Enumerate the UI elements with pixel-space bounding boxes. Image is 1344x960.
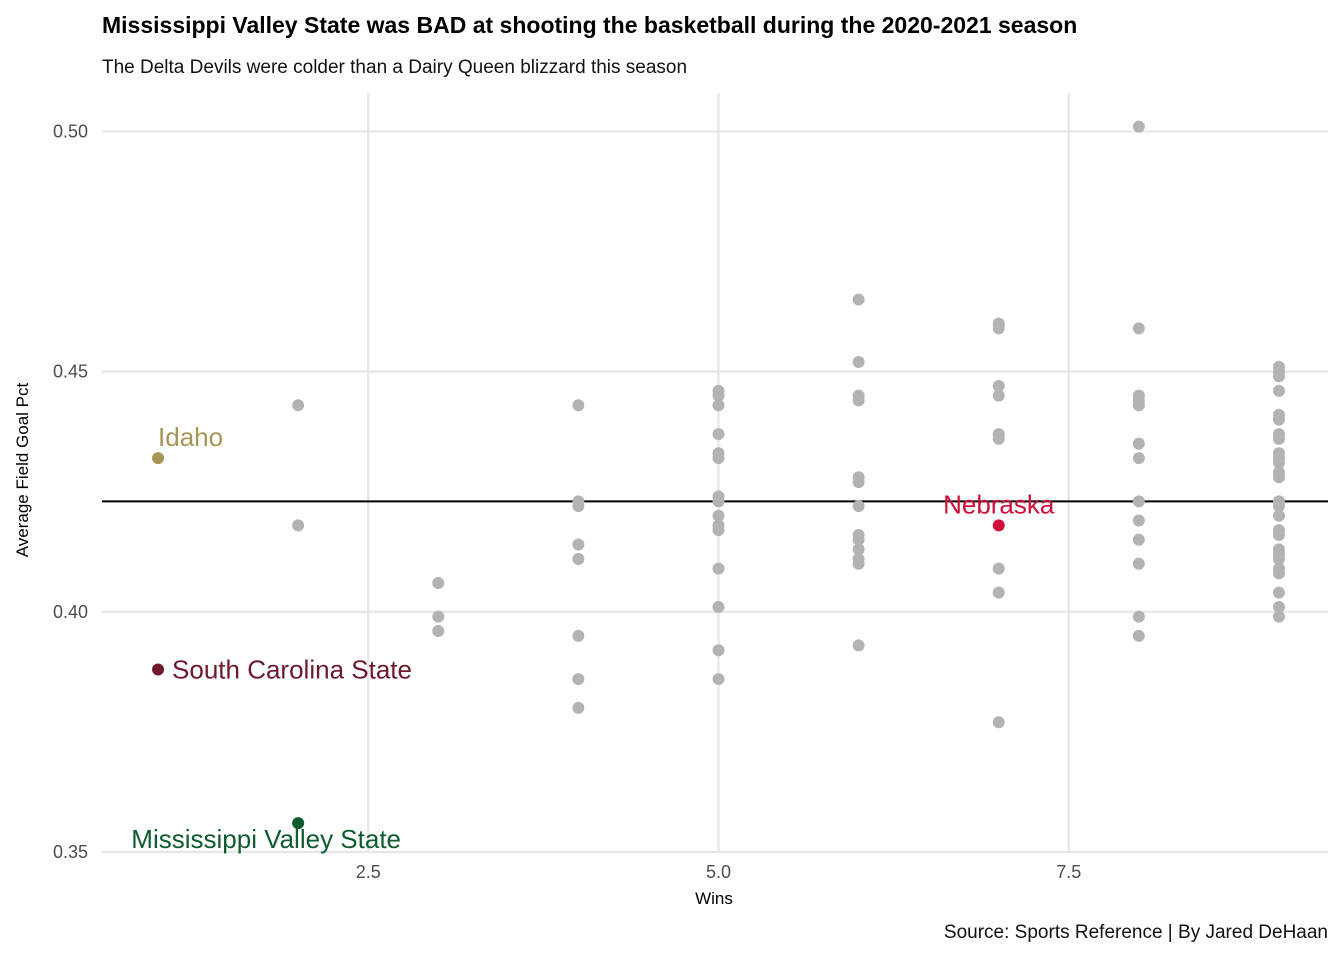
team-point xyxy=(712,644,725,657)
team-label: South Carolina State xyxy=(172,654,412,684)
team-point xyxy=(712,399,725,412)
team-point xyxy=(292,399,305,412)
x-tick-label: 2.5 xyxy=(356,862,381,882)
team-point xyxy=(712,389,725,402)
team-point xyxy=(712,495,725,508)
team-point xyxy=(1132,437,1145,450)
team-label: Nebraska xyxy=(943,489,1055,519)
team-point xyxy=(572,629,585,642)
team-point xyxy=(1272,528,1285,541)
chart-title: Mississippi Valley State was BAD at shoo… xyxy=(102,12,1078,38)
team-point xyxy=(572,552,585,565)
team-point xyxy=(712,428,725,441)
team-point xyxy=(852,533,865,546)
y-tick-label: 0.40 xyxy=(53,602,88,622)
chart-caption: Source: Sports Reference | By Jared DeHa… xyxy=(943,922,1328,943)
team-point xyxy=(852,293,865,306)
team-point xyxy=(1272,610,1285,623)
team-point xyxy=(852,543,865,556)
axis-ticks: 0.35 0.40 0.45 0.50 2.5 5.0 7.5 xyxy=(53,121,1081,882)
team-point xyxy=(572,538,585,551)
team-point xyxy=(992,322,1005,335)
team-point xyxy=(1132,610,1145,623)
chart-subtitle: The Delta Devils were colder than a Dair… xyxy=(102,57,688,78)
team-point xyxy=(432,625,445,638)
data-points xyxy=(152,120,1285,830)
y-tick-label: 0.35 xyxy=(53,842,88,862)
team-point xyxy=(992,716,1005,729)
highlight-point xyxy=(992,519,1005,532)
team-point xyxy=(1272,567,1285,580)
team-point xyxy=(1272,500,1285,513)
team-point xyxy=(1272,370,1285,383)
y-tick-label: 0.50 xyxy=(53,121,88,141)
team-point xyxy=(1272,586,1285,599)
team-point xyxy=(712,673,725,686)
team-point xyxy=(1272,384,1285,397)
team-point xyxy=(292,519,305,532)
team-point xyxy=(992,380,1005,393)
team-point xyxy=(432,576,445,589)
team-point xyxy=(992,562,1005,575)
team-point xyxy=(712,562,725,575)
team-point xyxy=(1132,495,1145,508)
team-point xyxy=(712,509,725,522)
x-axis-title: Wins xyxy=(695,889,733,908)
team-point xyxy=(992,586,1005,599)
y-axis-title: Average Field Goal Pct xyxy=(13,382,32,557)
team-point xyxy=(572,399,585,412)
team-point xyxy=(1132,322,1145,335)
team-point xyxy=(712,524,725,537)
team-point xyxy=(1132,452,1145,465)
team-labels: Idaho South Carolina State Mississippi Val… xyxy=(131,422,1055,854)
team-label: Mississippi Valley State xyxy=(131,824,401,854)
team-point xyxy=(852,639,865,652)
team-point xyxy=(1272,432,1285,445)
team-point xyxy=(852,476,865,489)
team-point xyxy=(1272,509,1285,522)
team-point xyxy=(992,432,1005,445)
team-point xyxy=(1132,533,1145,546)
x-tick-label: 5.0 xyxy=(706,862,731,882)
team-point xyxy=(852,356,865,369)
team-point xyxy=(852,394,865,407)
team-point xyxy=(572,500,585,513)
y-tick-label: 0.45 xyxy=(53,362,88,382)
team-point xyxy=(1272,471,1285,484)
team-point xyxy=(712,452,725,465)
team-point xyxy=(572,701,585,714)
team-point xyxy=(852,557,865,570)
team-point xyxy=(992,389,1005,402)
highlight-point xyxy=(292,817,305,830)
team-point xyxy=(1272,413,1285,426)
highlight-point xyxy=(152,452,165,465)
team-point xyxy=(1132,514,1145,527)
team-point xyxy=(432,610,445,623)
team-point xyxy=(1132,120,1145,133)
team-point xyxy=(572,673,585,686)
team-point xyxy=(1272,552,1285,565)
team-point xyxy=(1272,456,1285,469)
team-point xyxy=(1132,399,1145,412)
x-tick-label: 7.5 xyxy=(1056,862,1081,882)
team-point xyxy=(712,601,725,614)
team-point xyxy=(852,500,865,513)
grid-lines xyxy=(102,93,1328,854)
team-point xyxy=(1272,601,1285,614)
highlight-point xyxy=(152,663,165,676)
team-point xyxy=(1132,629,1145,642)
team-point xyxy=(1132,557,1145,570)
team-label: Idaho xyxy=(158,422,223,452)
